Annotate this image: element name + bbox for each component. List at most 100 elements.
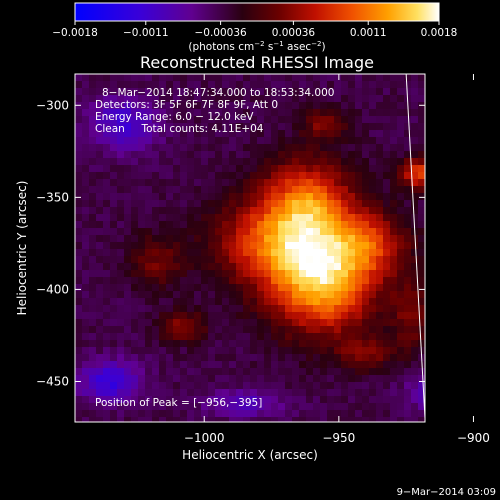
heatmap-cell [152,81,160,89]
heatmap-cell [236,116,244,124]
heatmap-cell [208,179,216,187]
heatmap-cell [418,200,425,208]
heatmap-cell [404,368,412,376]
heatmap-cell [264,109,272,117]
heatmap-cell [418,361,425,369]
heatmap-cell [215,116,223,124]
heatmap-cell [271,242,279,250]
heatmap-cell [194,347,202,355]
heatmap-cell [166,193,174,201]
heatmap-cell [404,165,412,173]
heatmap-cell [348,193,356,201]
heatmap-cell [362,389,370,397]
heatmap-cell [285,186,293,194]
heatmap-cell [306,333,314,341]
heatmap-cell [348,88,356,96]
heatmap-cell [348,172,356,180]
heatmap-cell [117,137,125,145]
heatmap-cell [306,200,314,208]
heatmap-cell [376,326,384,334]
heatmap-cell [306,410,314,418]
heatmap-cell [229,375,237,383]
heatmap-cell [215,256,223,264]
heatmap-cell [187,396,195,404]
heatmap-cell [383,396,391,404]
heatmap-cell [138,130,146,138]
heatmap-cell [159,179,167,187]
heatmap-cell [327,347,335,355]
heatmap-cell [82,333,90,341]
colorbar-tick-labels: −0.0018 −0.0011 −0.00036 0.00036 0.0011 0.001… [52,27,457,39]
heatmap-cell [208,158,216,166]
heatmap-cell [110,228,118,236]
heatmap-cell [180,382,188,390]
annotation-method: Clean Total counts: 4.11E+04 [95,123,264,135]
heatmap-cell [355,102,363,110]
heatmap-cell [110,410,118,418]
heatmap-cell [334,326,342,334]
heatmap-cell [75,130,83,138]
heatmap-cell [250,123,258,131]
heatmap-cell [404,284,412,292]
heatmap-cell [327,354,335,362]
heatmap-cell [327,144,335,152]
heatmap-cell [138,403,146,411]
heatmap-cell [369,389,377,397]
heatmap-cell [250,319,258,327]
heatmap-cell [75,242,83,250]
heatmap-cell [320,242,328,250]
heatmap-cell [208,214,216,222]
heatmap-cell [299,165,307,173]
heatmap-cell [201,144,209,152]
heatmap-cell [75,298,83,306]
heatmap-cell [166,151,174,159]
heatmap-cell [334,221,342,229]
heatmap-cell [320,382,328,390]
heatmap-cell [285,74,293,82]
heatmap-cell [306,144,314,152]
heatmap-cell [236,298,244,306]
heatmap-cell [96,410,104,418]
heatmap-cell [89,375,97,383]
heatmap-cell [355,172,363,180]
heatmap-cell [250,389,258,397]
heatmap-cell [292,172,300,180]
heatmap-cell [75,179,83,187]
heatmap-cell [110,130,118,138]
heatmap-cell [376,242,384,250]
heatmap-cell [208,298,216,306]
heatmap-cell [362,340,370,348]
heatmap-cell [89,389,97,397]
heatmap-cell [222,375,230,383]
heatmap-cell [306,291,314,299]
heatmap-cell [404,249,412,257]
heatmap-cell [229,88,237,96]
heatmap-cell [187,354,195,362]
heatmap-cell [201,326,209,334]
heatmap-cell [243,193,251,201]
heatmap-cell [201,270,209,278]
heatmap-cell [89,137,97,145]
heatmap-cell [236,256,244,264]
heatmap-cell [124,347,132,355]
heatmap-cell [82,368,90,376]
heatmap-cell [390,277,398,285]
heatmap-cell [292,137,300,145]
heatmap-cell [180,298,188,306]
heatmap-cell [124,312,132,320]
heatmap-cell [271,256,279,264]
heatmap-cell [299,221,307,229]
heatmap-cell [250,326,258,334]
heatmap-cell [341,130,349,138]
heatmap-cell [397,81,405,89]
heatmap-cell [96,109,104,117]
heatmap-cell [152,109,160,117]
heatmap-cell [390,109,398,117]
heatmap-cell [376,130,384,138]
heatmap-cell [292,347,300,355]
heatmap-cell [89,144,97,152]
heatmap-cell [292,403,300,411]
heatmap-cell [215,396,223,404]
heatmap-cell [236,221,244,229]
heatmap-cell [327,403,335,411]
